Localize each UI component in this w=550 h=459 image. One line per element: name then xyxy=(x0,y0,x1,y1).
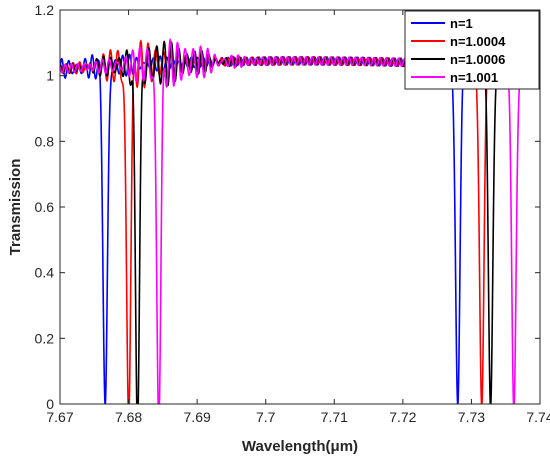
y-tick-label: 0 xyxy=(46,396,54,412)
y-tick-label: 1 xyxy=(46,68,54,84)
x-tick-label: 7.69 xyxy=(184,409,211,425)
x-tick-label: 7.72 xyxy=(389,409,416,425)
legend-label: n=1.0004 xyxy=(450,34,506,49)
x-axis-label: Wavelength(μm) xyxy=(242,438,358,455)
y-axis-label: Transmission xyxy=(7,159,24,256)
legend-label: n=1 xyxy=(450,16,473,31)
x-tick-label: 7.73 xyxy=(458,409,485,425)
legend: n=1 n=1.0004 n=1.0006 n=1.001 xyxy=(404,10,540,90)
y-tick-label: 0.4 xyxy=(35,265,55,281)
x-tick-label: 7.67 xyxy=(46,409,73,425)
y-tick-label: 0.6 xyxy=(35,199,55,215)
x-tick-label: 7.74 xyxy=(526,409,550,425)
axis-ticks: 7.67 7.68 7.69 7.7 7.71 7.72 7.73 7.74 0 0.2 0.4 0.… xyxy=(35,2,550,425)
legend-label: n=1.001 xyxy=(450,70,498,85)
legend-label: n=1.0006 xyxy=(450,52,505,67)
y-tick-label: 0.8 xyxy=(35,133,55,149)
y-tick-label: 1.2 xyxy=(35,2,55,18)
x-tick-label: 7.68 xyxy=(115,409,142,425)
x-tick-label: 7.71 xyxy=(321,409,348,425)
y-tick-label: 0.2 xyxy=(35,330,55,346)
x-tick-label: 7.7 xyxy=(256,409,276,425)
